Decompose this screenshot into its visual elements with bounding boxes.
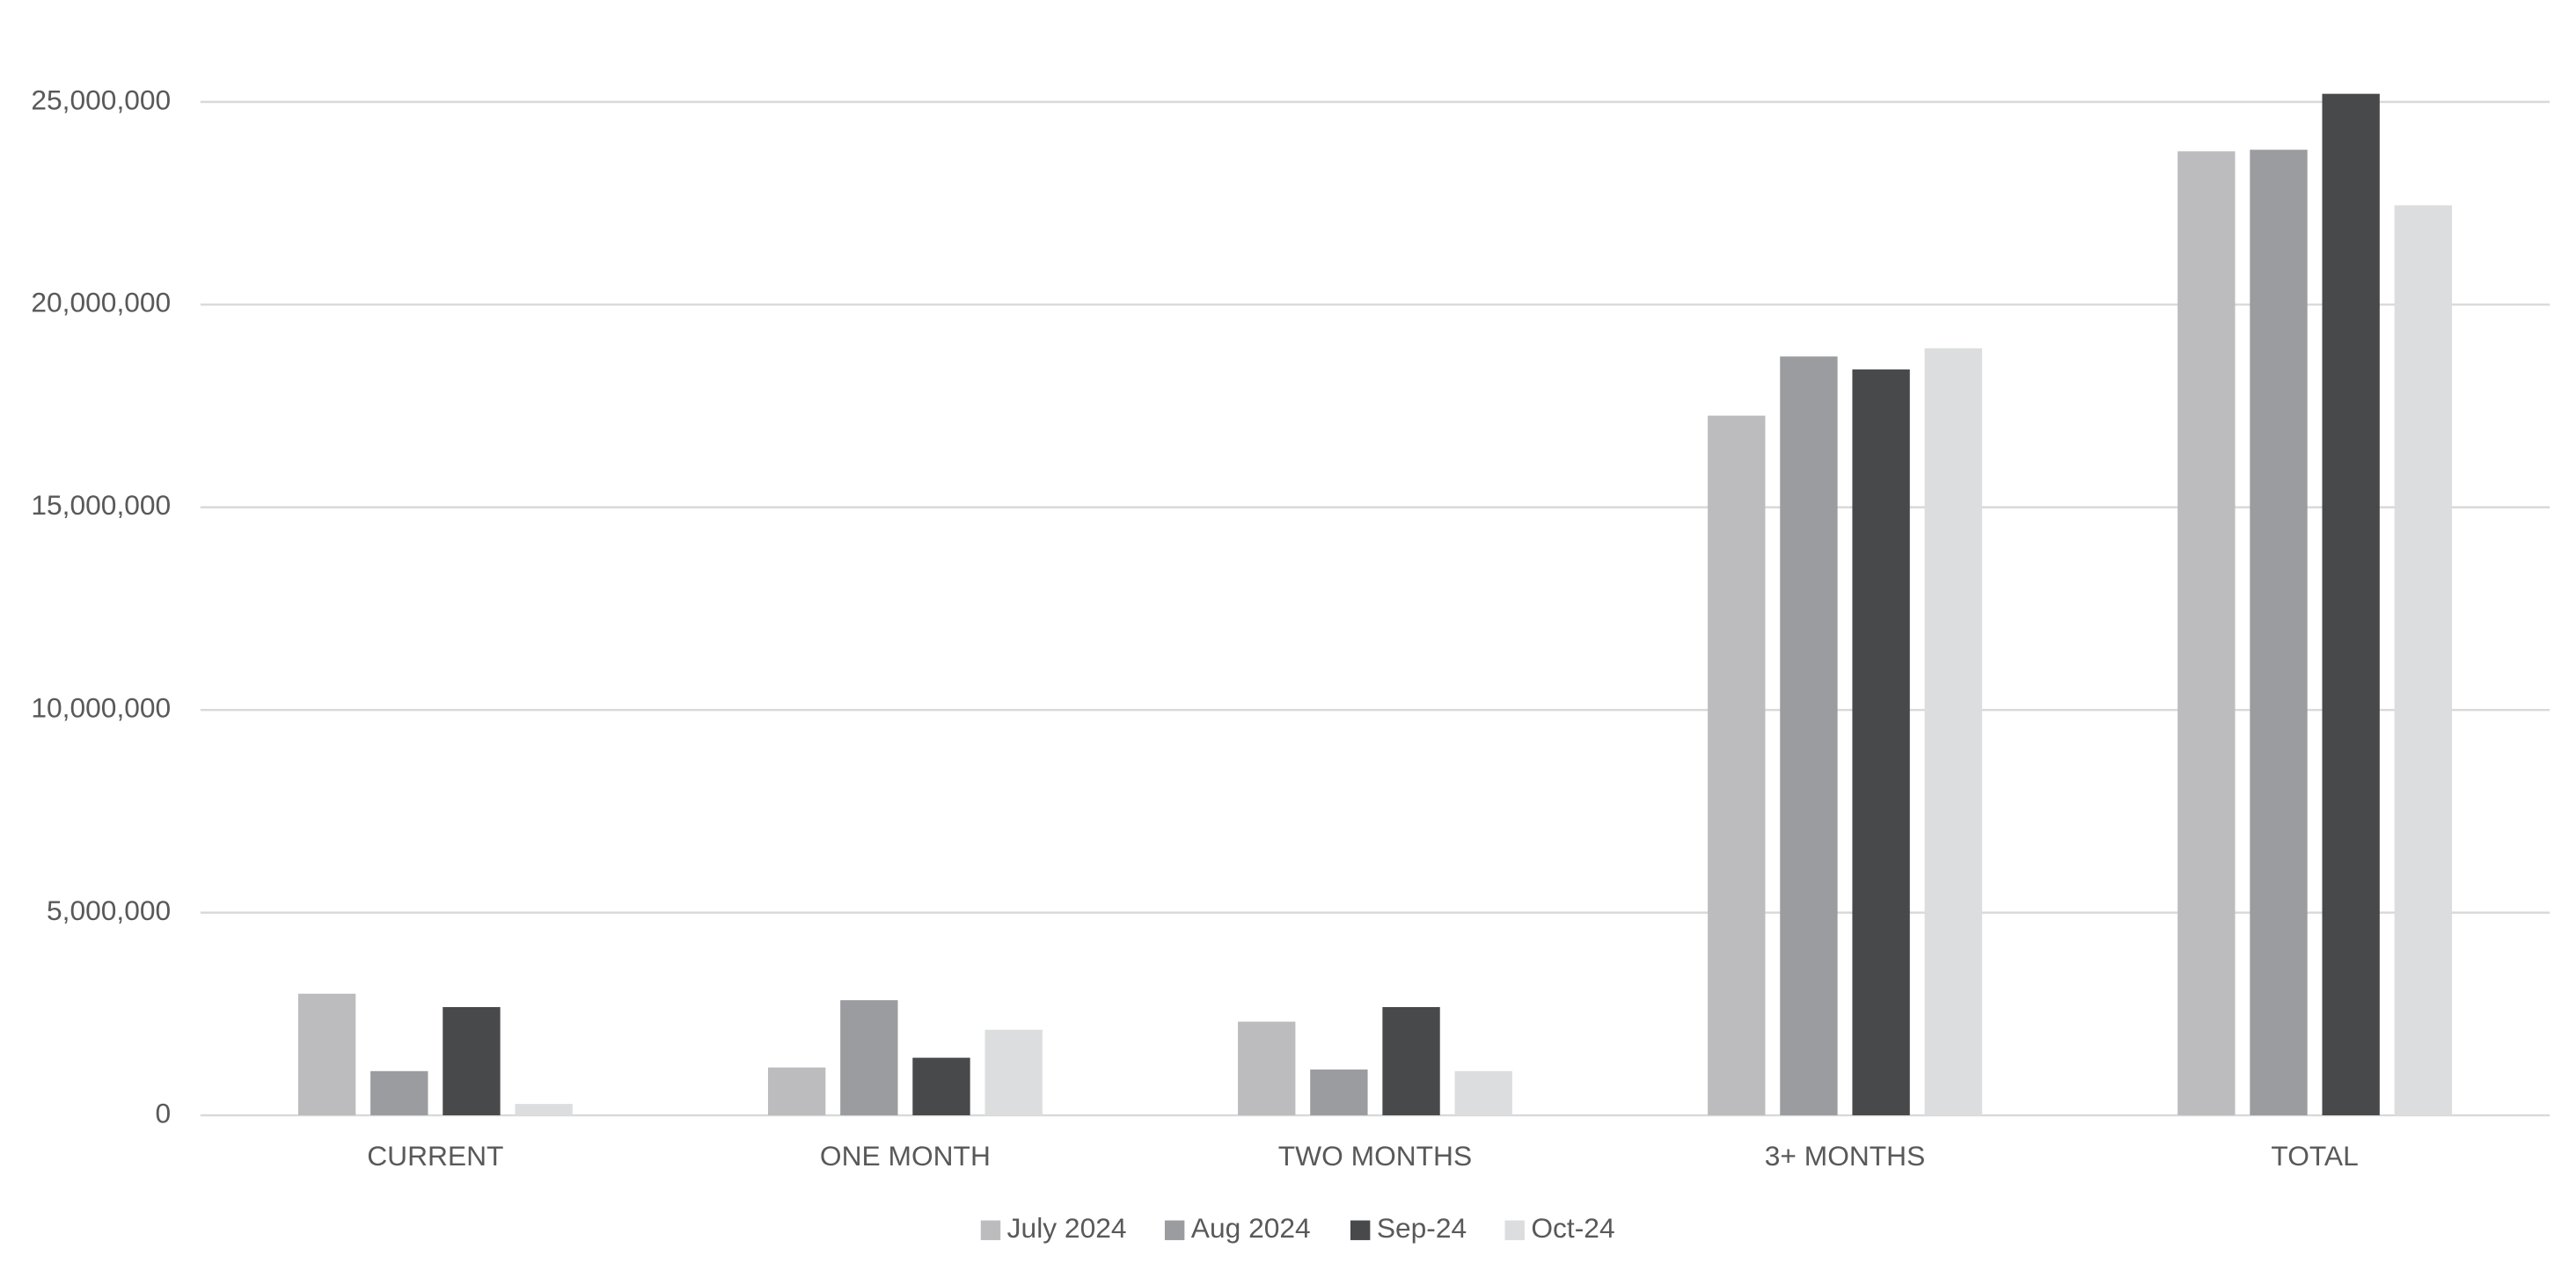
bar xyxy=(515,1104,573,1116)
bar xyxy=(2250,150,2308,1116)
legend-swatch xyxy=(1164,1220,1185,1240)
y-tick-label: 5,000,000 xyxy=(47,895,171,926)
legend-label: Sep-24 xyxy=(1377,1212,1467,1244)
x-tick-label: CURRENT xyxy=(367,1140,503,1172)
x-tick-label: TWO MONTHS xyxy=(1278,1140,1472,1172)
bar xyxy=(1852,369,1910,1116)
y-tick-label: 10,000,000 xyxy=(31,692,171,724)
bar xyxy=(1780,356,1838,1116)
bar xyxy=(443,1006,501,1116)
bar xyxy=(1708,415,1766,1116)
bar xyxy=(1924,348,1982,1116)
bar xyxy=(2177,151,2236,1116)
y-tick-label: 25,000,000 xyxy=(31,84,171,115)
legend-label: July 2024 xyxy=(1007,1212,1127,1244)
bar xyxy=(297,993,356,1116)
bar xyxy=(912,1057,970,1116)
bar xyxy=(1382,1006,1440,1116)
y-tick-label: 0 xyxy=(156,1097,172,1128)
x-tick-label: ONE MONTH xyxy=(820,1140,991,1172)
y-tick-label: 15,000,000 xyxy=(31,489,171,521)
bar xyxy=(2322,93,2380,1116)
y-tick-label: 20,000,000 xyxy=(31,287,171,318)
legend-label: Aug 2024 xyxy=(1191,1212,1311,1244)
x-tick-label: TOTAL xyxy=(2271,1140,2358,1172)
bar xyxy=(2394,205,2453,1116)
legend-swatch xyxy=(1504,1220,1525,1240)
bar xyxy=(840,1000,898,1116)
bar xyxy=(767,1067,826,1116)
bar xyxy=(1454,1070,1512,1116)
bar xyxy=(1238,1021,1296,1116)
legend-swatch xyxy=(980,1220,1001,1240)
bar xyxy=(984,1029,1043,1116)
legend-label: Oct-24 xyxy=(1531,1212,1614,1244)
legend-swatch xyxy=(1350,1220,1371,1240)
x-tick-label: 3+ MONTHS xyxy=(1765,1140,1926,1172)
bar xyxy=(1310,1069,1368,1116)
bar xyxy=(370,1070,428,1116)
